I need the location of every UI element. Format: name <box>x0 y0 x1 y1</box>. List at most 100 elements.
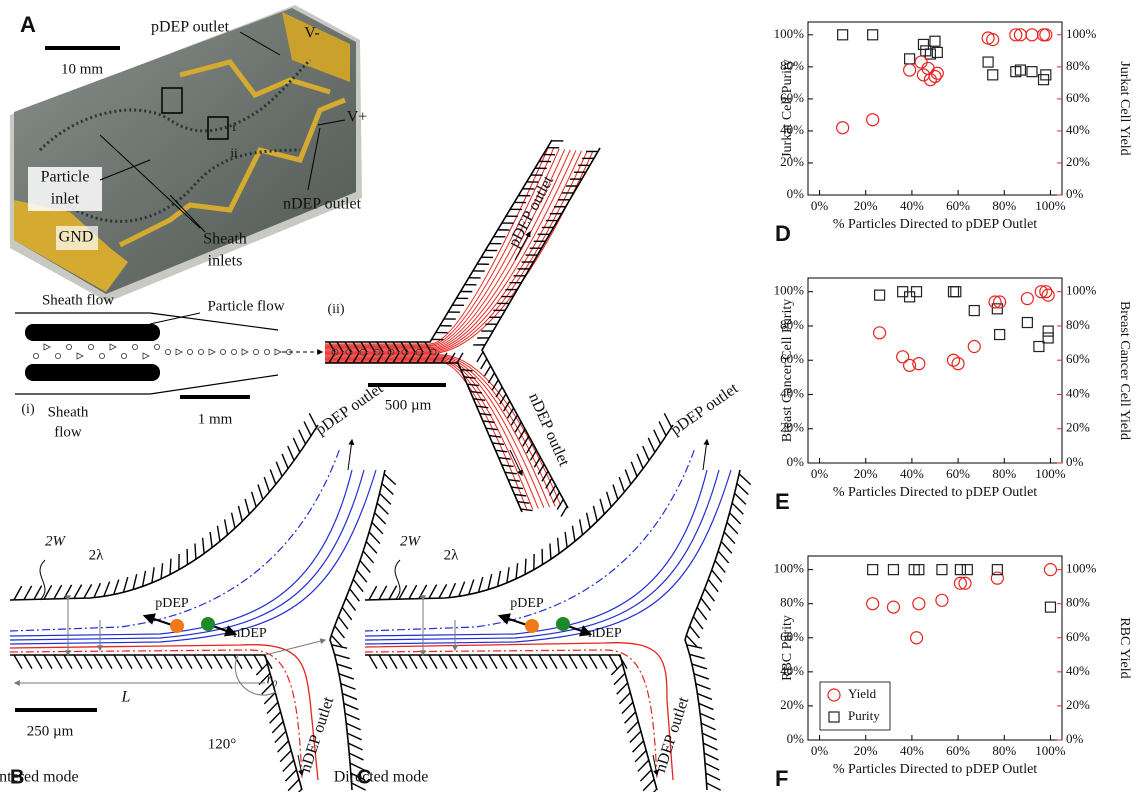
point <box>867 598 879 610</box>
x-axis-label: % Particles Directed to pDEP Outlet <box>833 217 1037 232</box>
chip-photo <box>10 5 362 302</box>
diagram-label: pDEP <box>510 596 544 611</box>
hatch <box>550 543 551 559</box>
y2-tick-label: 20% <box>1066 697 1090 712</box>
hatch <box>600 499 604 514</box>
hatch <box>369 655 377 669</box>
y2-axis-label: Jurkat Cell Yield <box>1117 61 1132 155</box>
legend-label: Yield <box>848 686 877 701</box>
hatch <box>363 551 373 563</box>
hatch <box>164 655 172 669</box>
point <box>988 70 998 80</box>
hatch <box>529 655 537 669</box>
particle <box>88 344 93 349</box>
hatch <box>495 450 507 451</box>
hatch <box>587 513 590 528</box>
hatch <box>485 366 491 376</box>
hatch <box>727 522 738 533</box>
point <box>868 30 878 40</box>
particle <box>132 344 137 349</box>
hatch <box>707 783 721 790</box>
hatch <box>288 446 294 460</box>
particle <box>154 344 159 349</box>
y2-tick-label: 100% <box>1066 283 1097 298</box>
hatch <box>516 563 518 579</box>
hatch <box>252 492 257 507</box>
hatch <box>459 582 465 597</box>
hatch <box>689 654 704 658</box>
hatch <box>214 655 222 669</box>
x-tick-label: 40% <box>900 466 924 481</box>
y2-tick-label: 60% <box>1066 629 1090 644</box>
x-tick-label: 0% <box>811 743 829 758</box>
hatch <box>737 484 748 495</box>
sheath-inlet <box>25 364 160 381</box>
hatch <box>379 655 387 669</box>
hatch <box>631 462 637 477</box>
point <box>948 287 958 297</box>
y2-tick-label: 0% <box>1066 186 1084 201</box>
pdep-particle <box>525 619 539 633</box>
wave-pointer <box>40 560 45 600</box>
hatch <box>697 694 712 700</box>
y-tick-label: 100% <box>774 26 805 41</box>
point <box>888 565 898 575</box>
y2-axis-label: RBC Yield <box>1117 617 1132 678</box>
hatch <box>372 522 383 533</box>
hatch <box>705 589 715 601</box>
plot-frame <box>808 278 1062 463</box>
point <box>838 30 848 40</box>
hatch <box>114 655 122 669</box>
diagram-label: nDEP <box>233 626 267 641</box>
streamline <box>365 650 657 780</box>
point <box>918 39 928 49</box>
diagram-label: inlets <box>208 253 243 270</box>
hatch <box>195 543 196 559</box>
diagram-label: r₀ <box>266 671 277 687</box>
sheath-inlet <box>25 324 160 341</box>
diagram-label: Particle <box>41 169 90 186</box>
particle <box>44 344 50 350</box>
hatch <box>693 617 703 630</box>
point <box>875 290 885 300</box>
hatch <box>353 579 363 591</box>
hatch <box>502 465 514 466</box>
hatch <box>633 741 644 752</box>
point <box>897 351 909 363</box>
hatch <box>244 655 252 669</box>
particle <box>165 349 170 354</box>
hatch <box>342 694 357 700</box>
diagram-label: pDEP outlet <box>313 380 387 439</box>
hatch <box>599 655 607 669</box>
hatch <box>518 502 530 503</box>
hatch <box>613 485 618 500</box>
hatch <box>449 583 455 597</box>
diagram-label: Sheath <box>203 231 247 248</box>
streamline <box>10 645 318 780</box>
point <box>868 565 878 575</box>
hatch <box>54 585 62 599</box>
hatch <box>630 731 641 742</box>
hatch <box>360 561 370 573</box>
hatch <box>593 506 597 521</box>
point <box>905 54 915 64</box>
hatch <box>369 532 380 544</box>
streamline <box>10 650 302 780</box>
force-arrow <box>500 616 527 625</box>
hatch <box>238 506 242 521</box>
point <box>1043 333 1053 343</box>
hatch <box>24 655 32 669</box>
diagram-label: V+ <box>347 109 368 126</box>
hatch <box>280 750 291 761</box>
hatch <box>640 770 651 781</box>
hatch <box>288 779 299 790</box>
hatch <box>519 655 527 669</box>
hatch <box>515 422 521 432</box>
hatch <box>399 655 407 669</box>
x-axis-label: % Particles Directed to pDEP Outlet <box>833 485 1037 500</box>
hatch <box>419 655 427 669</box>
hatch <box>384 474 396 485</box>
hatch <box>272 722 283 733</box>
diagram-label: 2W <box>400 533 422 549</box>
hatch <box>293 438 300 452</box>
